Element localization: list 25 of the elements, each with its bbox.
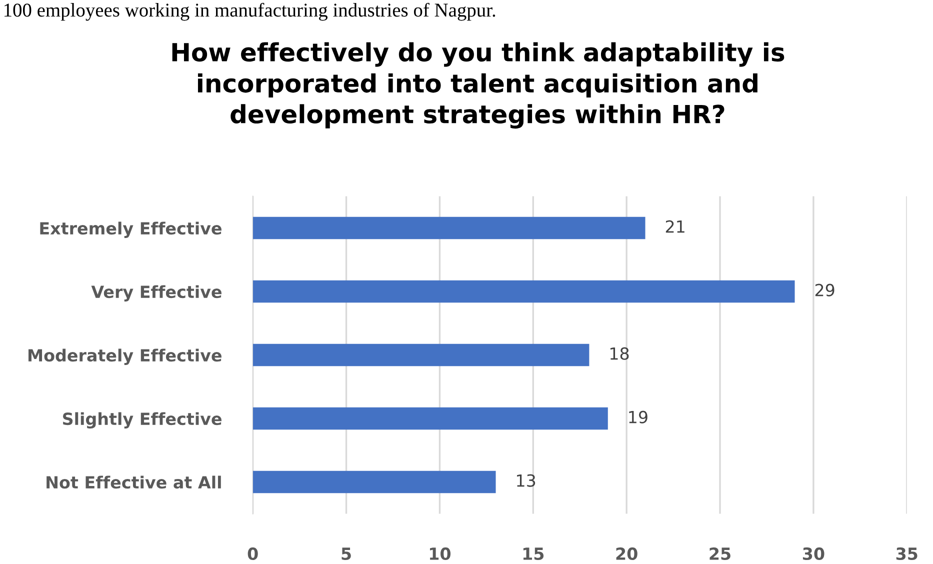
data-label: 21: [666, 220, 684, 233]
bar: [252, 344, 590, 366]
x-tick-label: 25: [710, 547, 730, 560]
bar: [252, 216, 646, 240]
x-tick-label: 0: [248, 547, 258, 560]
x-tick-label: 10: [430, 547, 451, 560]
bar: [252, 280, 795, 303]
y-tick-label: Extremely Effective: [40, 222, 222, 238]
x-tick-label: 15: [523, 548, 544, 560]
chart-title: How effectively do you think adaptability is incorporated into talent acquisition and development strategies within HR?: [172, 42, 784, 129]
bar: [252, 470, 496, 494]
y-tick-label: Slightly Effective: [62, 412, 222, 428]
y-tick-label: Moderately Effective: [28, 348, 222, 365]
y-tick-label: Very Effective: [91, 285, 222, 302]
data-label: 19: [629, 410, 648, 424]
data-label: 29: [815, 284, 834, 296]
data-label: 13: [517, 474, 536, 487]
bar: [252, 407, 608, 430]
x-tick-label: 30: [802, 547, 824, 560]
y-tick-label: Not Effective at All: [46, 476, 221, 489]
x-tick-label: 35: [896, 547, 918, 560]
x-tick-label: 20: [616, 547, 638, 560]
text: 100 employees working in manufacturing industries of Nagpur.: [4, 2, 496, 21]
data-label: 18: [610, 347, 629, 360]
x-tick-label: 5: [342, 548, 351, 560]
